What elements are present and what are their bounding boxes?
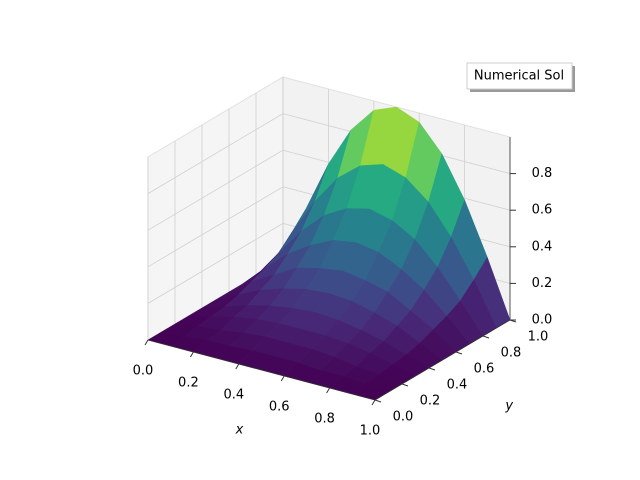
y-tick (455, 351, 463, 355)
x-tick-label: 0.4 (223, 388, 244, 403)
x-tick-label: 1.0 (360, 424, 381, 439)
y-tick (428, 367, 436, 371)
y-tick-label: 1.0 (528, 330, 549, 345)
z-tick-label: 0.8 (532, 166, 553, 181)
z-tick-label: 0.4 (532, 239, 553, 254)
legend-box (466, 62, 573, 90)
x-tick (144, 339, 149, 346)
y-axis-label: y (504, 399, 513, 414)
grid-line (147, 149, 284, 231)
surface (147, 106, 511, 401)
z-tick-label: 0.6 (532, 203, 553, 218)
axis-line (374, 319, 511, 401)
grid-line (147, 113, 284, 194)
x-tick-label: 0.8 (314, 412, 335, 427)
y-tick-label: 0.0 (393, 410, 414, 425)
y-tick-label: 0.6 (474, 362, 495, 377)
z-tick-label: 0.0 (532, 313, 553, 328)
axis-line (147, 339, 376, 401)
grid-line (147, 186, 284, 268)
x-tick-label: 0.6 (269, 400, 290, 415)
x-tick (280, 375, 285, 382)
y-tick (401, 383, 409, 387)
x-tick (189, 351, 194, 358)
x-tick (326, 387, 331, 394)
x-tick-label: 0.0 (133, 364, 154, 379)
y-tick-label: 0.4 (447, 378, 468, 393)
y-tick (482, 335, 490, 339)
legend-label: Numerical Sol (474, 69, 564, 84)
x-tick-label: 0.2 (178, 376, 199, 391)
z-tick-label: 0.2 (532, 276, 553, 291)
grid-line (147, 223, 284, 304)
x-tick (235, 363, 240, 370)
axes: 0.0 0.2 0.4 0.6 0.8 1.0 0.0 0.2 0.4 0.6 0.8 1.0 0.0 0… (133, 137, 553, 439)
y-tick-label: 0.2 (420, 394, 441, 409)
y-tick-label: 0.8 (501, 346, 522, 361)
x-tick (371, 399, 376, 406)
y-tick (374, 399, 382, 403)
legend: Numerical Sol (466, 62, 575, 92)
x-axis-label: x (235, 423, 244, 438)
